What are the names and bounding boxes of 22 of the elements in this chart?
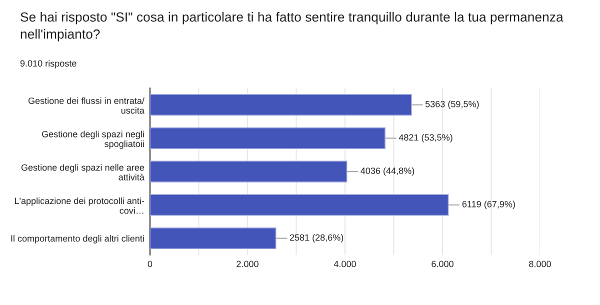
y-tick-label: Gestione dei flussi in entrata/ uscita bbox=[28, 97, 144, 114]
bar bbox=[150, 228, 276, 250]
bar bbox=[150, 194, 449, 216]
y-tick-label: Il comportamento degli altri clienti bbox=[11, 235, 144, 244]
data-label: 6119 (67,9%) bbox=[462, 200, 515, 210]
x-tick-label: 4.000 bbox=[334, 260, 356, 268]
x-tick-label: 0 bbox=[148, 260, 152, 268]
chart-title: Se hai risposto "SI" cosa in particolare ti ha fatto sentire tranquillo durante la tua permanenza nell'impianto? bbox=[20, 12, 564, 42]
data-label: 4821 (53,5%) bbox=[398, 134, 452, 142]
x-tick-label: 6.000 bbox=[432, 260, 454, 268]
bar bbox=[150, 160, 348, 182]
x-tick-label: 2.000 bbox=[236, 260, 258, 268]
data-label: 4036 (44,8%) bbox=[360, 167, 414, 176]
y-tick-label: Gestione degli spazi negli spogliatoii bbox=[42, 130, 144, 149]
x-tick-label: 8.000 bbox=[529, 260, 551, 268]
y-tick-label: Gestione degli spazi nelle aree attività bbox=[21, 164, 144, 180]
data-label: 2581 (28,6%) bbox=[290, 234, 344, 242]
y-tick-label: L'applicazione dei protocolli anti- covi… bbox=[14, 197, 144, 214]
bar bbox=[150, 127, 386, 149]
text: 9.010 risposte bbox=[20, 60, 76, 68]
bar bbox=[150, 94, 412, 116]
data-label: 5363 (59,5%) bbox=[425, 100, 479, 110]
